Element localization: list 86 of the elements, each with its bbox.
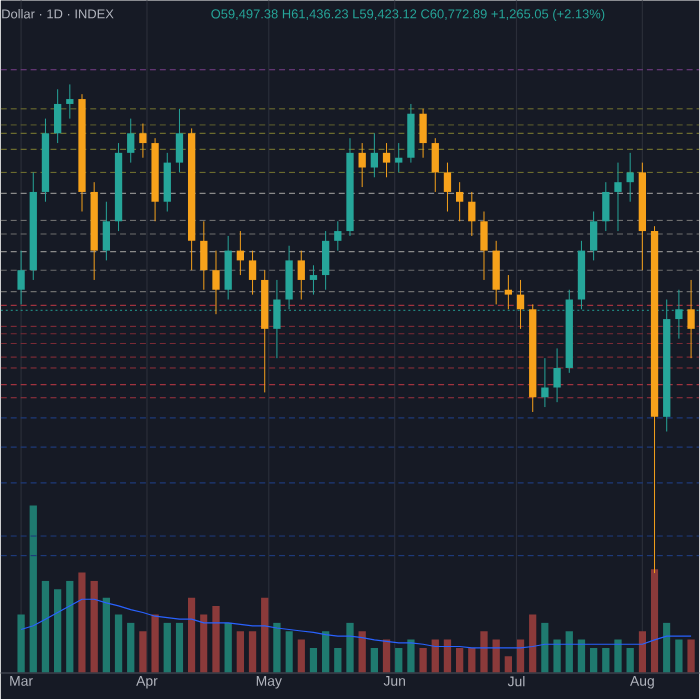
bar xyxy=(17,614,25,674)
bar xyxy=(370,648,379,674)
bar xyxy=(285,631,293,674)
bar xyxy=(187,598,196,674)
candlestick xyxy=(516,279,525,330)
bar xyxy=(127,623,135,674)
bar xyxy=(151,614,159,674)
bar xyxy=(687,640,695,674)
candlestick xyxy=(553,348,561,404)
candlestick xyxy=(17,250,25,306)
candlestick xyxy=(370,133,379,179)
candlestick xyxy=(309,265,318,296)
bar xyxy=(395,648,403,674)
bar xyxy=(66,581,74,674)
candlestick xyxy=(541,358,549,409)
bar xyxy=(614,640,622,674)
bar xyxy=(90,581,98,674)
bar xyxy=(358,631,366,674)
bar xyxy=(212,606,220,674)
bar xyxy=(346,623,354,674)
candlestick xyxy=(334,221,342,252)
candlestick xyxy=(614,162,622,233)
bar xyxy=(553,640,561,674)
candlestick xyxy=(175,108,184,174)
bar xyxy=(480,631,488,674)
candlestick xyxy=(382,143,391,179)
candlestick xyxy=(200,221,208,291)
bar xyxy=(334,648,342,674)
candlestick xyxy=(407,103,415,164)
candlestick xyxy=(468,191,476,237)
candlestick xyxy=(443,162,452,213)
bar xyxy=(248,631,257,674)
bar xyxy=(626,648,634,674)
bar xyxy=(261,598,269,674)
bar xyxy=(321,631,330,674)
bar xyxy=(200,614,208,674)
bar xyxy=(102,598,111,674)
candlestick xyxy=(297,250,305,301)
bar xyxy=(504,656,513,674)
bar xyxy=(114,614,123,674)
candlestick xyxy=(224,235,232,301)
bar xyxy=(139,631,147,674)
bar xyxy=(541,623,549,674)
bar xyxy=(224,623,232,674)
candlestick xyxy=(492,240,500,306)
bar xyxy=(41,581,50,674)
candlestick xyxy=(212,250,220,316)
candlestick xyxy=(504,275,513,311)
candlestick xyxy=(419,108,427,159)
candlestick xyxy=(395,143,403,174)
candlestick xyxy=(163,152,171,213)
bar xyxy=(236,631,245,674)
bar xyxy=(663,623,671,674)
candlestick xyxy=(53,89,62,145)
candlestick xyxy=(431,138,439,193)
bar xyxy=(78,572,86,674)
bar xyxy=(163,623,171,674)
candlestick xyxy=(589,211,598,262)
bar xyxy=(638,631,647,674)
bar xyxy=(273,623,281,674)
bar xyxy=(565,631,573,674)
bar xyxy=(297,640,305,674)
bar xyxy=(175,623,184,674)
candlestick xyxy=(127,118,135,164)
candlestick xyxy=(626,152,634,203)
candlestick xyxy=(602,182,610,233)
candlestick xyxy=(358,143,366,189)
bar xyxy=(53,589,62,674)
bar xyxy=(675,640,683,674)
bar xyxy=(602,648,610,674)
candlestick xyxy=(321,231,330,291)
bar xyxy=(29,505,37,674)
candlestick xyxy=(687,279,695,360)
bar xyxy=(589,648,598,674)
candlestick xyxy=(139,123,147,159)
candlestick xyxy=(480,211,488,281)
candlestick xyxy=(248,250,257,296)
bar xyxy=(419,648,427,674)
bar xyxy=(455,648,464,674)
bar xyxy=(309,648,318,674)
bar xyxy=(650,569,659,674)
candlestick xyxy=(455,182,464,223)
candlestick xyxy=(66,84,74,120)
bar xyxy=(529,614,537,674)
candlestick xyxy=(102,201,111,262)
candlestick xyxy=(285,245,293,311)
